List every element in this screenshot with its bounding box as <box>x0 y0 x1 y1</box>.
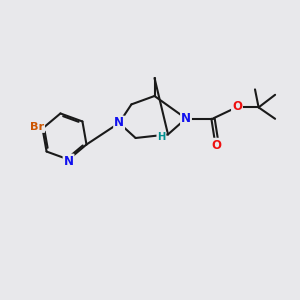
Text: N: N <box>181 112 191 125</box>
Text: H: H <box>157 132 166 142</box>
Text: Br: Br <box>30 122 44 132</box>
Text: O: O <box>232 100 242 113</box>
Text: N: N <box>114 116 124 130</box>
Text: O: O <box>212 139 222 152</box>
Text: N: N <box>64 154 74 167</box>
